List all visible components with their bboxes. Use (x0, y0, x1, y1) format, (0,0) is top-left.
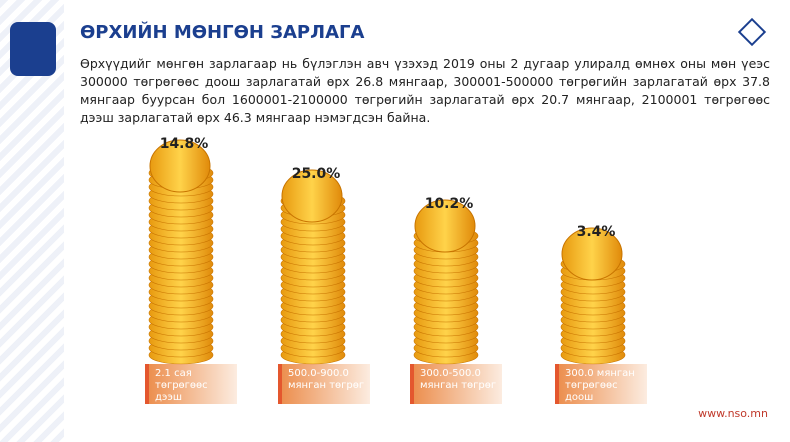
footer: www.nso.mn (698, 407, 768, 420)
coin-face (561, 227, 623, 281)
coin-stack (560, 227, 626, 365)
percent-label: 25.0% (292, 166, 341, 182)
category-label: 500.0-900.0 мянган төгрөг (278, 364, 370, 404)
ornament (737, 17, 767, 47)
paragraph: Өрхүүдийг мөнгөн зарлагаар нь бүлэглэн а… (80, 56, 770, 125)
category-label: 2.1 сая төгрөгөөс дээш (145, 364, 237, 404)
percent-label: 14.8% (160, 136, 209, 152)
percent-label: 10.2% (425, 196, 474, 212)
category-label: 300.0 мянган төгрөгөөс доош (555, 364, 647, 404)
category-label: 300.0-500.0 мянган төгрөг (410, 364, 502, 404)
logo (10, 22, 56, 76)
coin-face (414, 199, 476, 253)
coin-face (281, 169, 343, 223)
percent-label: 3.4% (577, 224, 616, 240)
coin-face (149, 139, 211, 193)
coin-stack (413, 199, 479, 365)
coin-stack (280, 169, 346, 365)
title: ӨРХИЙН МӨНГӨН ЗАРЛАГА (80, 22, 365, 43)
coin-stack (148, 139, 214, 365)
